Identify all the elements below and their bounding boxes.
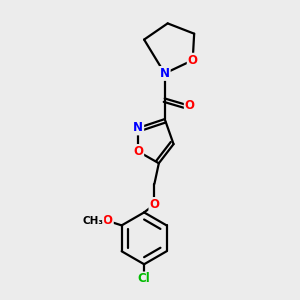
Text: O: O [188, 54, 198, 67]
Text: O: O [149, 198, 159, 211]
Text: N: N [133, 122, 143, 134]
Text: O: O [133, 145, 143, 158]
Text: O: O [103, 214, 113, 227]
Text: CH₃: CH₃ [82, 216, 103, 226]
Text: Cl: Cl [138, 272, 151, 286]
Text: O: O [185, 99, 195, 112]
Text: N: N [160, 67, 170, 80]
